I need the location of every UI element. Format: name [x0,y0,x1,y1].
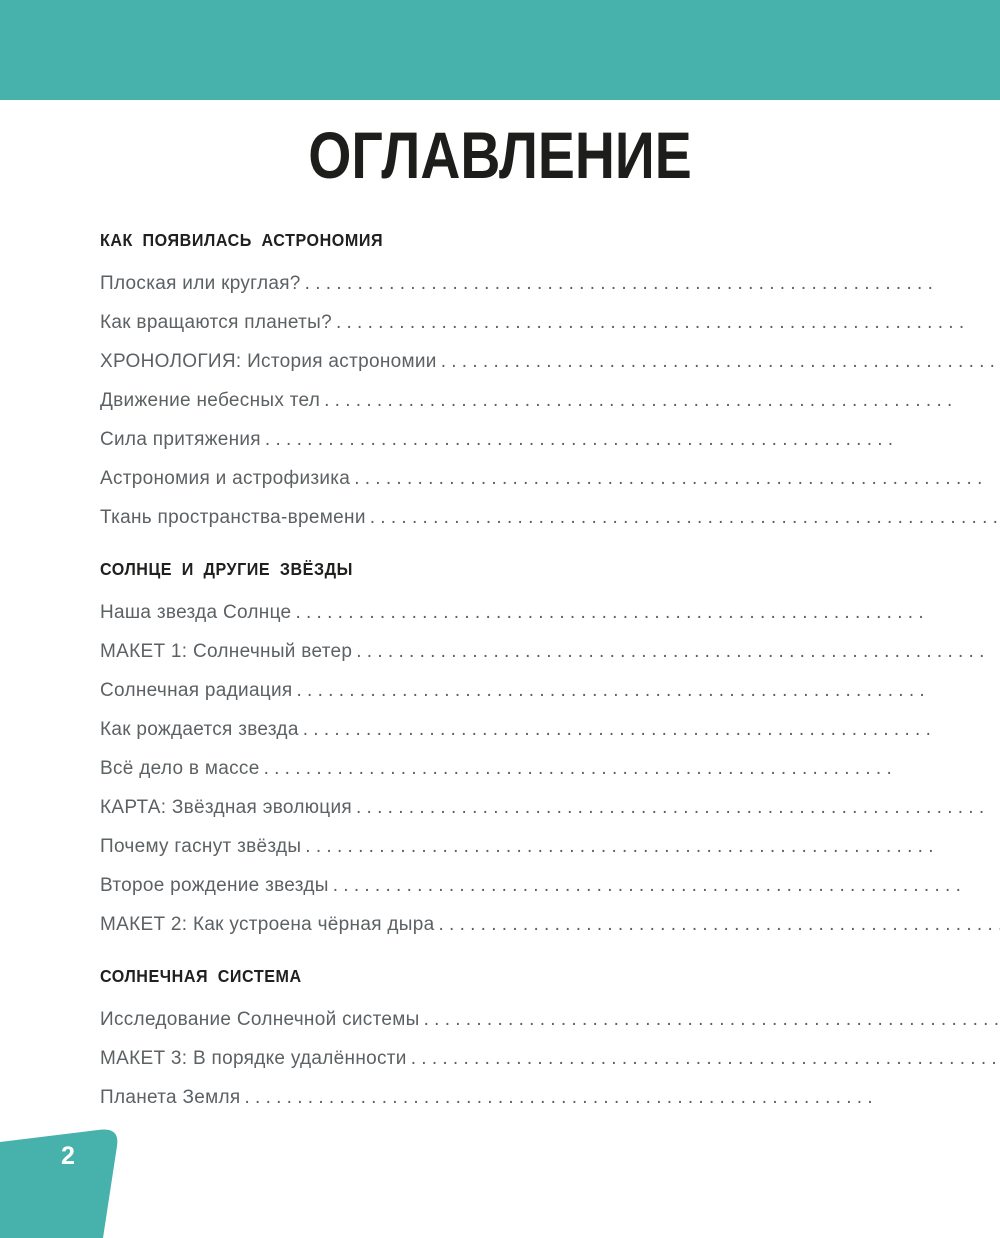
toc-section: СОЛНЕЧНАЯ СИСТЕМА Исследование Солнечной… [100,966,1000,1109]
toc-entry-line: МАКЕТ 1: Солнечный ветер 22 [100,641,1000,663]
toc-entry-line: МАКЕТ 3: В порядке удалённости 40 [100,1048,1000,1070]
toc-entry-label: Астрономия и астрофизика [100,468,351,489]
toc-column-left: КАК ПОЯВИЛАСЬ АСТРОНОМИЯ Плоская или кру… [100,230,1000,1126]
toc-entry: Всё дело в массе 28 [100,758,1000,780]
toc-entry-label: МАКЕТ 3: В порядке удалённости [100,1048,407,1069]
toc-entry-label: Солнечная радиация [100,680,293,701]
toc-columns: КАК ПОЯВИЛАСЬ АСТРОНОМИЯ Плоская или кру… [0,230,1000,1126]
toc-entry-line: Солнечная радиация 24 [100,680,1000,702]
toc-entry: Плоская или круглая? 4 [100,273,1000,295]
toc-entry-line: Как вращаются планеты? 6 [100,312,1000,334]
page-title: ОГЛАВЛЕНИЕ [308,118,692,192]
dotted-leader [441,351,1000,373]
top-color-band [0,0,1000,100]
toc-entry: Исследование Солнечной системы 38 [100,1009,1000,1031]
toc-entry: Солнечная радиация 24 [100,680,1000,702]
toc-entry-line: Как рождается звезда 26 [100,719,1000,741]
toc-section-heading: СОЛНЕЧНАЯ СИСТЕМА [100,966,302,986]
dotted-leader [297,680,1000,702]
dotted-leader [305,273,1000,295]
toc-entry-line: Исследование Солнечной системы 38 [100,1009,1000,1031]
toc-entry: Наша звезда Солнце 20 [100,602,1000,624]
dotted-leader [333,875,1000,897]
toc-entry: Сила притяжения 14 [100,429,1000,451]
toc-entry-label: МАКЕТ 1: Солнечный ветер [100,641,353,662]
toc-entry-label: Всё дело в массе [100,758,260,779]
toc-entry-line: МАКЕТ 2: Как устроена чёрная дыра 36 [100,914,1000,936]
dotted-leader [424,1009,1000,1031]
toc-entry-line: Плоская или круглая? 4 [100,273,1000,295]
toc-entry-label: Как рождается звезда [100,719,299,740]
corner-tab-shape [0,1129,118,1238]
toc-entry-line: Сила притяжения 14 [100,429,1000,451]
toc-entry: Как рождается звезда 26 [100,719,1000,741]
dotted-leader [336,312,1000,334]
toc-entry-label: КАРТА: Звёздная эволюция [100,797,352,818]
toc-entry-label: Почему гаснут звёзды [100,836,302,857]
toc-entry: МАКЕТ 3: В порядке удалённости 40 [100,1048,1000,1070]
dotted-leader [303,719,1000,741]
toc-section-heading: СОЛНЦЕ И ДРУГИЕ ЗВЁЗДЫ [100,559,353,579]
dotted-leader [356,797,1000,819]
toc-entry-line: Астрономия и астрофизика 16 [100,468,1000,490]
dotted-leader [295,602,1000,624]
toc-section: КАК ПОЯВИЛАСЬ АСТРОНОМИЯ Плоская или кру… [100,230,1000,529]
toc-entry: ХРОНОЛОГИЯ: История астрономии 8 [100,351,1000,373]
dotted-leader [324,390,1000,412]
toc-entry-label: Как вращаются планеты? [100,312,332,333]
toc-entry-line: Всё дело в массе 28 [100,758,1000,780]
toc-entry-label: Наша звезда Солнце [100,602,292,623]
toc-entry-label: МАКЕТ 2: Как устроена чёрная дыра [100,914,435,935]
toc-entry-label: Планета Земля [100,1087,241,1108]
dotted-leader [411,1048,1000,1070]
dotted-leader [264,758,1000,780]
dotted-leader [265,429,1000,451]
toc-entry-label: ХРОНОЛОГИЯ: История астрономии [100,351,437,372]
dotted-leader [305,836,1000,858]
toc-section-entries: Исследование Солнечной системы 38 МАКЕТ … [100,1009,1000,1109]
dotted-leader [438,914,1000,936]
toc-entry-label: Второе рождение звезды [100,875,329,896]
page-corner-tab: 2 [0,1129,118,1238]
toc-entry-line: ХРОНОЛОГИЯ: История астрономии 8 [100,351,1000,373]
toc-entry-label: Ткань пространства-времени [100,507,366,528]
toc-section-entries: Плоская или круглая? 4 Как вращаются пла… [100,273,1000,529]
toc-entry-line: Планета Земля 42 [100,1087,1000,1109]
toc-entry: Второе рождение звезды 34 [100,875,1000,897]
toc-entry-line: Ткань пространства-времени 18 [100,507,1000,529]
toc-section-entries: Наша звезда Солнце 20 МАКЕТ 1: Солнечный… [100,602,1000,936]
dotted-leader [354,468,1000,490]
dotted-leader [356,641,1000,663]
toc-entry: МАКЕТ 2: Как устроена чёрная дыра 36 [100,914,1000,936]
toc-entry: Астрономия и астрофизика 16 [100,468,1000,490]
dotted-leader [370,507,1000,529]
toc-entry: Планета Земля 42 [100,1087,1000,1109]
toc-entry-label: Плоская или круглая? [100,273,301,294]
toc-entry-label: Движение небесных тел [100,390,321,411]
toc-entry: Почему гаснут звёзды 32 [100,836,1000,858]
toc-section-heading: КАК ПОЯВИЛАСЬ АСТРОНОМИЯ [100,230,384,250]
toc-section: СОЛНЦЕ И ДРУГИЕ ЗВЁЗДЫ Наша звезда Солнц… [100,559,1000,936]
toc-entry-label: Сила притяжения [100,429,261,450]
toc-entry: МАКЕТ 1: Солнечный ветер 22 [100,641,1000,663]
toc-entry-line: КАРТА: Звёздная эволюция 30 [100,797,1000,819]
toc-entry-line: Второе рождение звезды 34 [100,875,1000,897]
toc-entry-line: Наша звезда Солнце 20 [100,602,1000,624]
page-number: 2 [61,1142,75,1170]
toc-entry-line: Почему гаснут звёзды 32 [100,836,1000,858]
toc-entry: Как вращаются планеты? 6 [100,312,1000,334]
toc-entry: Движение небесных тел 12 [100,390,1000,412]
dotted-leader [244,1087,1000,1109]
toc-entry-label: Исследование Солнечной системы [100,1009,420,1030]
toc-entry-line: Движение небесных тел 12 [100,390,1000,412]
toc-entry: КАРТА: Звёздная эволюция 30 [100,797,1000,819]
toc-entry: Ткань пространства-времени 18 [100,507,1000,529]
